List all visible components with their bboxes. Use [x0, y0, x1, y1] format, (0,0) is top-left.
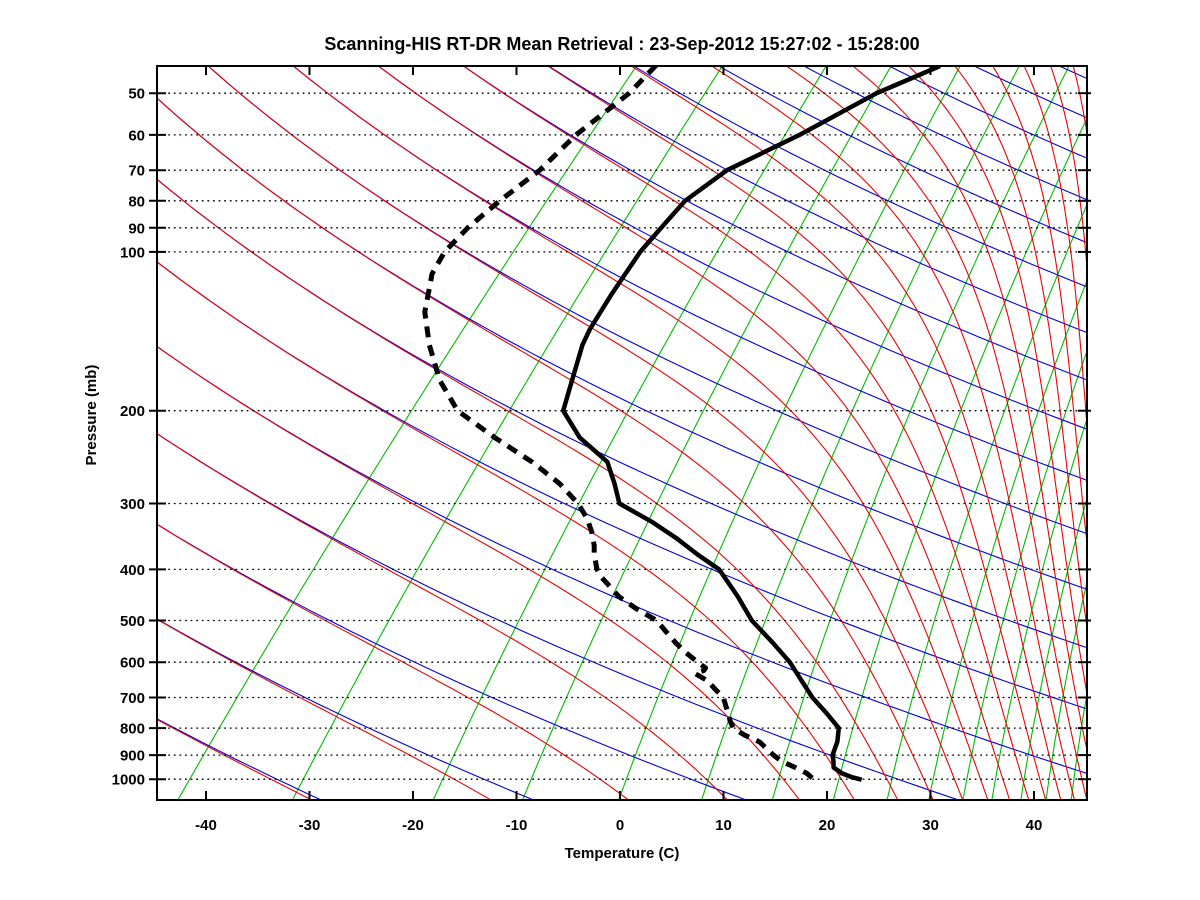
moist-adiabat-line [157, 178, 899, 800]
moist-adiabat-line [207, 66, 964, 800]
temperature-tick-label: 40 [1026, 817, 1043, 834]
mixing-ratio-line [177, 66, 637, 800]
pressure-tick-label: 700 [120, 690, 145, 707]
dry-adiabat-line [157, 523, 747, 800]
moist-adiabat-line [954, 66, 1087, 631]
mixing-ratio-lines [177, 66, 1087, 800]
temperature-tick-label: 10 [715, 817, 732, 834]
mixing-ratio-line [991, 417, 1087, 800]
mixing-ratio-line [618, 66, 961, 800]
temperature-tick-label: 20 [819, 817, 836, 834]
plot-frame-and-ticks [149, 65, 1091, 801]
moist-adiabat-line [992, 66, 1087, 549]
temperature-tick-label: 30 [922, 817, 939, 834]
moist-adiabat-line [157, 523, 629, 800]
moist-adiabat-line [378, 66, 1011, 800]
dry-adiabat-line [378, 66, 1087, 430]
mixing-ratio-line [291, 66, 723, 800]
moist-adiabat-line [852, 66, 1087, 753]
pressure-tick-label: 300 [120, 496, 145, 513]
pressure-tick-label: 900 [120, 748, 145, 765]
moist-adiabat-line [547, 66, 1047, 800]
mixing-ratio-line [432, 66, 827, 800]
pressure-tick-label: 1000 [112, 772, 145, 789]
moist-adiabat-line [630, 66, 1062, 800]
temperature-tick-label: -30 [299, 817, 321, 834]
chart-title: Scanning-HIS RT-DR Mean Retrieval : 23-S… [324, 34, 919, 54]
dry-adiabat-line [548, 66, 1087, 334]
mixing-ratio-line [886, 203, 1087, 800]
dry-adiabat-line [157, 432, 959, 800]
moist-adiabat-line [157, 345, 800, 800]
mixing-ratio-line [701, 66, 1020, 800]
moist-adiabat-line [908, 66, 1087, 697]
pressure-tick-label: 60 [128, 127, 145, 144]
moist-adiabat-line [462, 66, 1030, 800]
dry-adiabat-line [463, 66, 1087, 381]
moist-adiabat-line [1050, 66, 1087, 274]
dry-adiabat-line [718, 66, 1087, 244]
temperature-tick-label: -20 [402, 817, 424, 834]
pressure-tick-label: 90 [128, 220, 145, 237]
temperature-curve [560, 66, 941, 782]
moist-adiabat-line [157, 97, 934, 800]
temperature-tick-label: -40 [195, 817, 217, 834]
plot-frame [156, 65, 1088, 801]
moist-adiabat-line [157, 433, 728, 800]
pressure-tick-label: 80 [128, 193, 145, 210]
moist-adiabat-line [157, 618, 492, 800]
pressure-tick-label: 500 [120, 613, 145, 630]
moist-adiabats [157, 66, 1087, 800]
dry-adiabat-line [803, 66, 1087, 201]
moist-adiabat-line [786, 66, 1087, 800]
pressure-tick-label: 100 [120, 244, 145, 261]
pressure-tick-label: 600 [120, 655, 145, 672]
x-axis-label: Temperature (C) [565, 845, 680, 862]
pressure-tick-label: 400 [120, 562, 145, 579]
pressure-tick-label: 70 [128, 163, 145, 180]
moist-adiabat-line [157, 261, 855, 800]
mixing-ratio-line [771, 66, 1070, 800]
pressure-tick-label: 200 [120, 403, 145, 420]
temperature-tick-label: 0 [616, 817, 624, 834]
temperature-tick-label: -10 [506, 817, 528, 834]
dry-adiabat-line [157, 261, 1087, 710]
dry-adiabat-line [157, 618, 534, 800]
pressure-tick-label: 50 [128, 86, 145, 103]
mixing-ratio-line [962, 349, 1087, 800]
pressure-tick-label: 800 [120, 721, 145, 738]
mixing-ratio-line [1045, 579, 1087, 800]
mixing-ratio-line [832, 116, 1087, 800]
mixing-ratio-line [928, 279, 1087, 800]
moist-adiabat-line [711, 66, 1076, 800]
moist-adiabat-line [292, 66, 989, 800]
mixing-ratio-line [1020, 496, 1087, 800]
moist-adiabat-line [1023, 66, 1087, 433]
y-axis-label: Pressure (mb) [83, 365, 100, 466]
dry-adiabat-line [633, 66, 1087, 288]
